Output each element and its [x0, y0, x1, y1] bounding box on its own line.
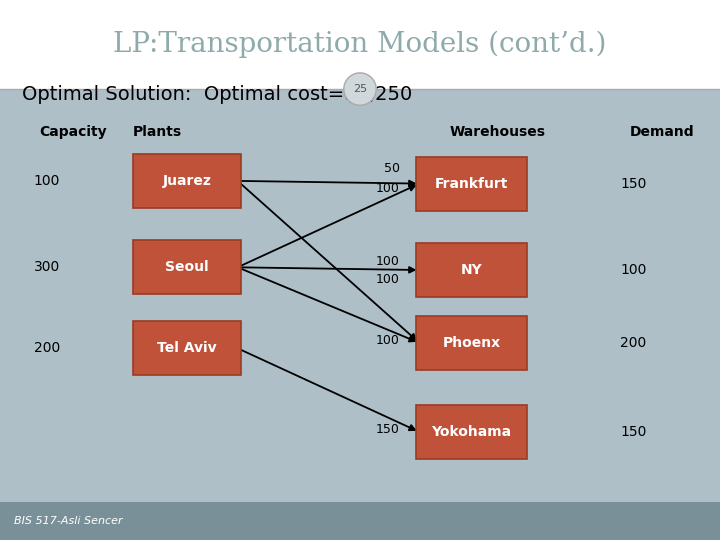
Bar	[0, 89, 720, 502]
Text: Demand: Demand	[630, 125, 695, 139]
FancyBboxPatch shape	[133, 321, 241, 375]
Bar	[0, 502, 720, 540]
Ellipse shape	[344, 73, 376, 105]
Text: BIS 517-Asli Sencer: BIS 517-Asli Sencer	[14, 516, 123, 526]
Text: Tel Aviv: Tel Aviv	[158, 341, 217, 355]
Text: 200: 200	[621, 336, 647, 350]
FancyBboxPatch shape	[416, 243, 527, 297]
Text: NY: NY	[461, 263, 482, 277]
Text: Yokohama: Yokohama	[431, 425, 512, 439]
FancyBboxPatch shape	[416, 316, 527, 370]
Text: 300: 300	[34, 260, 60, 274]
Text: 150: 150	[621, 425, 647, 439]
Text: 25: 25	[353, 84, 367, 94]
Text: Juarez: Juarez	[163, 174, 212, 188]
Text: 200: 200	[34, 341, 60, 355]
Text: 100: 100	[376, 334, 400, 347]
Text: Phoenx: Phoenx	[443, 336, 500, 350]
FancyBboxPatch shape	[133, 240, 241, 294]
Text: Warehouses: Warehouses	[450, 125, 546, 139]
Text: 100: 100	[376, 255, 400, 268]
FancyBboxPatch shape	[416, 157, 527, 211]
Bar	[0, 0, 720, 89]
Text: 50: 50	[384, 162, 400, 175]
Text: Seoul: Seoul	[166, 260, 209, 274]
Text: 100: 100	[621, 263, 647, 277]
Text: 100: 100	[376, 183, 400, 195]
Text: 100: 100	[34, 174, 60, 188]
Text: 150: 150	[621, 177, 647, 191]
Text: Capacity: Capacity	[40, 125, 107, 139]
Text: 100: 100	[376, 273, 400, 286]
Text: 150: 150	[376, 423, 400, 436]
Text: Optimal Solution:  Optimal cost=$6,250: Optimal Solution: Optimal cost=$6,250	[22, 85, 412, 104]
Text: Plants: Plants	[133, 125, 182, 139]
FancyBboxPatch shape	[133, 154, 241, 208]
FancyBboxPatch shape	[416, 405, 527, 459]
Text: LP:Transportation Models (cont’d.): LP:Transportation Models (cont’d.)	[113, 31, 607, 58]
Text: Frankfurt: Frankfurt	[435, 177, 508, 191]
